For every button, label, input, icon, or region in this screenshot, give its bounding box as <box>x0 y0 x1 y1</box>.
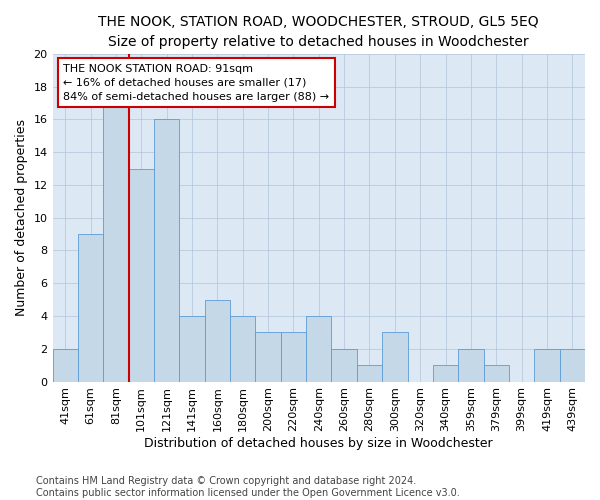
Bar <box>154 120 179 382</box>
Bar <box>256 332 281 382</box>
Bar <box>534 349 560 382</box>
Bar <box>382 332 407 382</box>
Y-axis label: Number of detached properties: Number of detached properties <box>15 119 28 316</box>
Bar <box>357 365 382 382</box>
Bar <box>433 365 458 382</box>
Bar <box>103 86 128 382</box>
Bar <box>230 316 256 382</box>
Bar <box>205 300 230 382</box>
Text: Contains HM Land Registry data © Crown copyright and database right 2024.
Contai: Contains HM Land Registry data © Crown c… <box>36 476 460 498</box>
Bar <box>458 349 484 382</box>
Title: THE NOOK, STATION ROAD, WOODCHESTER, STROUD, GL5 5EQ
Size of property relative t: THE NOOK, STATION ROAD, WOODCHESTER, STR… <box>98 15 539 48</box>
Bar <box>484 365 509 382</box>
Text: THE NOOK STATION ROAD: 91sqm
← 16% of detached houses are smaller (17)
84% of se: THE NOOK STATION ROAD: 91sqm ← 16% of de… <box>63 64 329 102</box>
X-axis label: Distribution of detached houses by size in Woodchester: Distribution of detached houses by size … <box>145 437 493 450</box>
Bar <box>128 168 154 382</box>
Bar <box>78 234 103 382</box>
Bar <box>53 349 78 382</box>
Bar <box>560 349 585 382</box>
Bar <box>306 316 331 382</box>
Bar <box>281 332 306 382</box>
Bar <box>331 349 357 382</box>
Bar <box>179 316 205 382</box>
